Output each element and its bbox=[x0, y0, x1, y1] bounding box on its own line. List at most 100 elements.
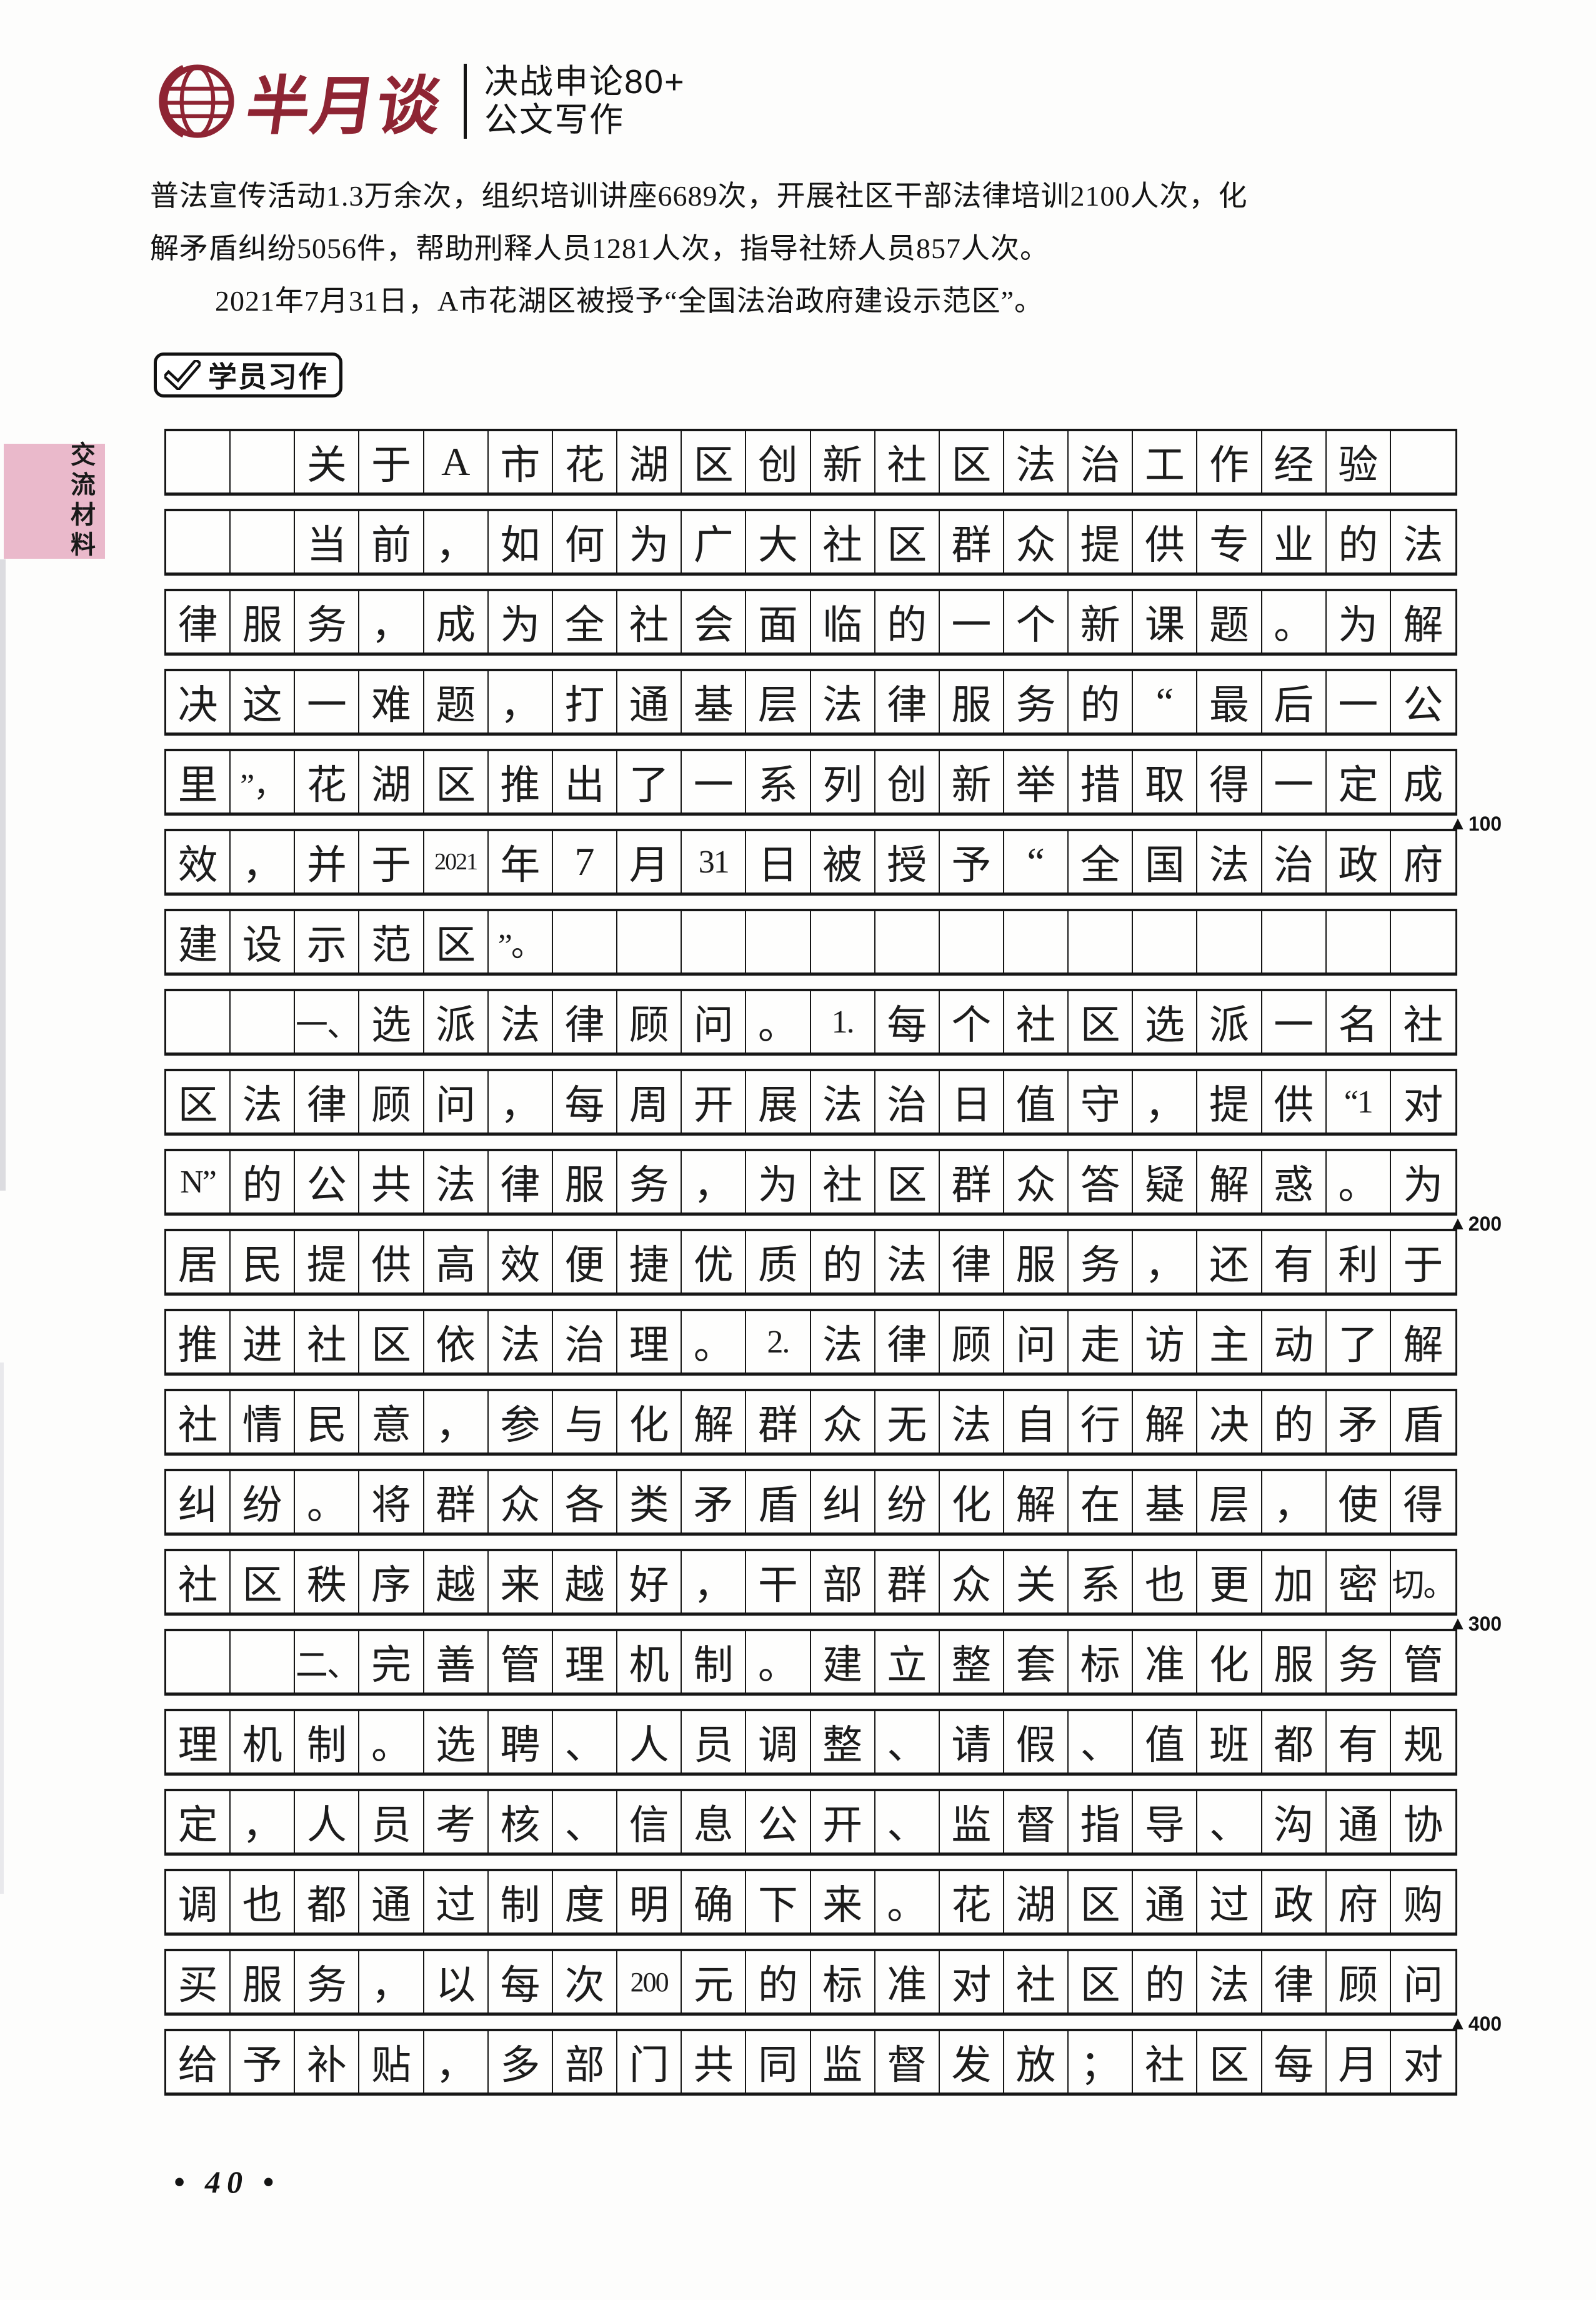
essay-grid-cell: 通 bbox=[617, 671, 682, 732]
essay-grid-cell: 月 bbox=[1327, 2031, 1391, 2092]
essay-grid-cell: 发 bbox=[940, 2031, 1004, 2092]
essay-grid-cell: 经 bbox=[1262, 431, 1327, 492]
essay-grid-cell: 居 bbox=[166, 1231, 231, 1292]
essay-grid-cell: 机 bbox=[231, 1711, 296, 1772]
essay-grid-cell: 确 bbox=[682, 1871, 747, 1932]
essay-grid-cell: 盾 bbox=[1403, 1403, 1444, 1448]
essay-grid-cell: 范 bbox=[359, 911, 424, 972]
essay-grid-cell: “ bbox=[1004, 831, 1069, 892]
essay-grid-cell: 授 bbox=[875, 831, 940, 892]
essay-grid-cell: 整 bbox=[940, 1631, 1004, 1692]
essay-grid-cell: 贴 bbox=[359, 2031, 424, 2092]
essay-grid-cell: 这 bbox=[231, 671, 296, 732]
essay-grid-cell: 顾 bbox=[940, 1311, 1004, 1372]
intro-paragraph-line: 2021年7月31日，A市花湖区被授予“全国法治政府建设示范区”。 bbox=[215, 285, 1044, 317]
checkmark-icon bbox=[164, 360, 201, 390]
essay-grid-cell: 建 bbox=[166, 911, 231, 972]
essay-grid-cell: 花 bbox=[295, 751, 360, 812]
essay-grid-cell: ， bbox=[359, 1951, 424, 2012]
essay-grid-cell bbox=[940, 911, 1004, 972]
essay-grid-cell: 区 bbox=[166, 1071, 231, 1132]
essay-grid-cell bbox=[231, 1631, 296, 1692]
essay-grid-cell: 群 bbox=[746, 1391, 811, 1452]
essay-grid-cell bbox=[875, 911, 940, 972]
essay-grid-cell bbox=[231, 431, 296, 492]
essay-grid-cell: 下 bbox=[746, 1871, 811, 1932]
essay-grid-cell bbox=[1133, 911, 1198, 972]
essay-grid-cell: 决 bbox=[1197, 1391, 1262, 1452]
essay-grid-cell: 元 bbox=[682, 1951, 747, 2012]
essay-grid-cell: 每 bbox=[875, 991, 940, 1052]
essay-grid-cell: 调 bbox=[166, 1871, 231, 1932]
essay-grid-cell: 区 bbox=[940, 431, 1004, 492]
essay-grid-cell bbox=[166, 431, 231, 492]
essay-grid-cell: 法 bbox=[811, 671, 875, 732]
essay-grid-cell: 一 bbox=[1262, 751, 1327, 812]
essay-grid-cell: 取 bbox=[1133, 751, 1198, 812]
essay-grid-cell: 关 bbox=[295, 431, 360, 492]
essay-grid-cell: ”。 bbox=[489, 911, 553, 972]
essay-grid-cell: 将 bbox=[359, 1471, 424, 1532]
essay-grid-cell: 与 bbox=[553, 1391, 618, 1452]
essay-grid-cell: 化 bbox=[940, 1471, 1004, 1532]
essay-grid-cell: 众 bbox=[489, 1471, 553, 1532]
page-number: • 40 • bbox=[174, 2164, 281, 2199]
essay-grid-cell: 考 bbox=[424, 1791, 489, 1852]
essay-grid-cell: 问 bbox=[424, 1071, 489, 1132]
essay-grid-cell: 区 bbox=[424, 751, 489, 812]
triangle-marker-icon: ▲ bbox=[1449, 1213, 1467, 1234]
essay-grid-cell: 开 bbox=[682, 1071, 747, 1132]
essay-grid-cell: 最 bbox=[1197, 671, 1262, 732]
essay-grid-cell: ， bbox=[1133, 1231, 1198, 1292]
essay-grid-cell: 律 bbox=[1262, 1951, 1327, 2012]
essay-grid-cell: 。 bbox=[359, 1711, 424, 1772]
essay-grid-cell: 推 bbox=[166, 1311, 231, 1372]
essay-grid-cell: 化 bbox=[1197, 1631, 1262, 1692]
essay-grid-cell: 新 bbox=[811, 431, 875, 492]
essay-grid-cell: 、 bbox=[875, 1791, 940, 1852]
essay-grid-cell bbox=[1262, 911, 1327, 972]
essay-grid-cell: 以 bbox=[424, 1951, 489, 2012]
essay-grid-cell: 定 bbox=[166, 1791, 231, 1852]
badge-label: 学员习作 bbox=[208, 361, 328, 393]
essay-grid-cell: 派 bbox=[1197, 991, 1262, 1052]
essay-grid-cell: 通 bbox=[1133, 1871, 1198, 1932]
essay-grid-cell: 群 bbox=[940, 511, 1004, 572]
essay-grid-cell: 惑 bbox=[1262, 1151, 1327, 1212]
essay-grid-cell: 定 bbox=[1327, 751, 1391, 812]
essay-grid-cell: 理 bbox=[553, 1631, 618, 1692]
essay-grid-cell: 问 bbox=[1004, 1311, 1069, 1372]
essay-grid-cell: 务 bbox=[295, 591, 360, 652]
scan-artifact-line bbox=[0, 1362, 4, 1894]
essay-grid-cell: 便 bbox=[553, 1231, 618, 1292]
essay-grid-cell: 沟 bbox=[1262, 1791, 1327, 1852]
essay-grid-cell: 捷 bbox=[617, 1231, 682, 1292]
essay-grid-cell: 矛 bbox=[682, 1471, 747, 1532]
essay-grid-cell: 通 bbox=[1327, 1791, 1391, 1852]
essay-grid-cell: 群 bbox=[424, 1471, 489, 1532]
essay-grid-cell: 区 bbox=[231, 1551, 296, 1612]
essay-grid-cell: 的 bbox=[875, 591, 940, 652]
essay-grid-cell: 效 bbox=[489, 1231, 553, 1292]
essay-grid-cell: 7 bbox=[553, 831, 618, 892]
essay-grid-cell: 完 bbox=[359, 1631, 424, 1692]
essay-grid-cell: 法 bbox=[424, 1151, 489, 1212]
essay-grid-cell: 意 bbox=[359, 1391, 424, 1452]
essay-grid-cell: 社 bbox=[811, 511, 875, 572]
essay-grid-cell: 在 bbox=[1069, 1471, 1134, 1532]
essay-grid-cell: 众 bbox=[940, 1551, 1004, 1612]
essay-grid-cell: 为 bbox=[489, 591, 553, 652]
essay-grid-cell: 善 bbox=[424, 1631, 489, 1692]
essay-grid-cell: 月 bbox=[617, 831, 682, 892]
essay-grid-cell: 的 bbox=[1262, 1391, 1327, 1452]
triangle-marker-icon: ▲ bbox=[1449, 2013, 1467, 2034]
essay-grid-cell: 顾 bbox=[1327, 1951, 1391, 2012]
char-count-value: 300 bbox=[1468, 1612, 1502, 1635]
essay-grid-cell: 共 bbox=[359, 1151, 424, 1212]
essay-grid-cell: 面 bbox=[746, 591, 811, 652]
essay-grid-cell: 供 bbox=[359, 1231, 424, 1292]
essay-grid-cell: 大 bbox=[746, 511, 811, 572]
essay-grid-cell: 新 bbox=[1069, 591, 1134, 652]
essay-grid-cell: 选 bbox=[1133, 991, 1198, 1052]
essay-grid-cell: 情 bbox=[231, 1391, 296, 1452]
